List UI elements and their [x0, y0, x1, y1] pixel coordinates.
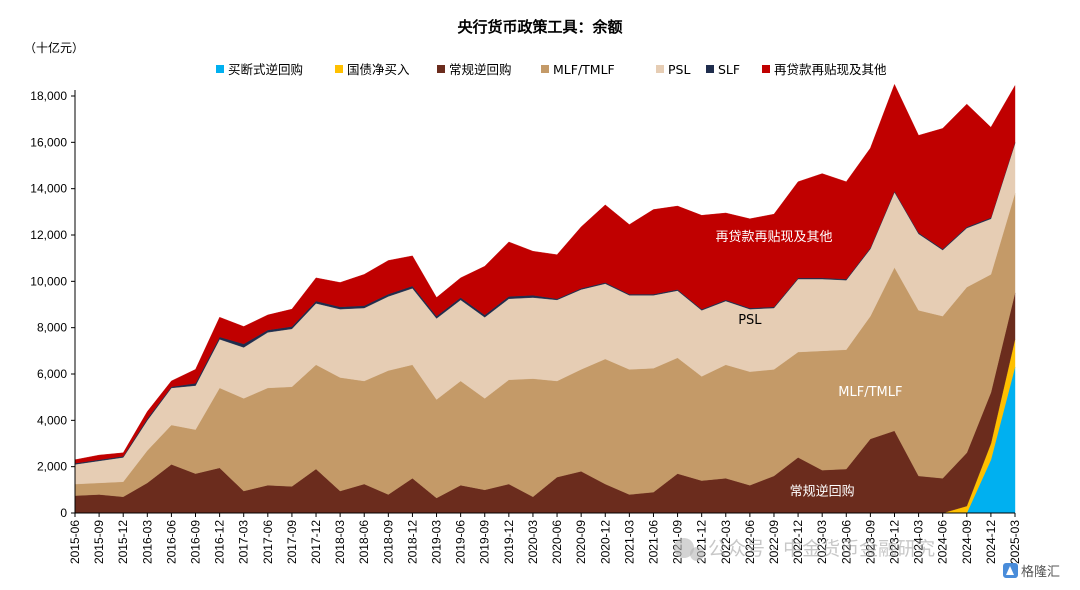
x-tick-label: 2017-09	[285, 520, 299, 564]
legend-swatch	[437, 65, 445, 73]
x-tick-label: 2024-03	[912, 520, 926, 564]
x-tick-label: 2025-03	[1008, 520, 1022, 564]
y-tick-label: 2,000	[37, 460, 67, 474]
legend-item-4: PSL	[656, 62, 690, 77]
y-tick-label: 0	[60, 506, 67, 520]
y-tick-label: 12,000	[30, 228, 67, 242]
annotation-label-0: 再贷款再贴现及其他	[715, 230, 832, 245]
legend-label: 买断式逆回购	[228, 62, 303, 77]
area-series-group	[74, 83, 1016, 514]
y-tick-label: 4,000	[37, 413, 67, 427]
y-tick-label: 8,000	[37, 321, 67, 335]
x-tick-label: 2022-09	[767, 520, 781, 564]
y-tick-label: 16,000	[30, 135, 67, 149]
x-tick-label: 2017-06	[261, 520, 275, 564]
x-tick-label: 2022-06	[743, 520, 757, 564]
x-tick-label: 2018-06	[357, 520, 371, 564]
annotation-label-3: 常规逆回购	[790, 484, 855, 500]
legend: 买断式逆回购 国债净买入 常规逆回购 MLF/TMLF PSL SLF 再贷款再贴现及其他	[216, 62, 887, 77]
area-series-6	[74, 83, 1016, 464]
source-logo-text: 格隆汇	[1021, 564, 1060, 580]
x-tick-label: 2015-06	[68, 520, 82, 564]
x-tick-label: 2019-06	[454, 520, 468, 564]
watermark-text: 公众号 · 中金货币金融研究	[708, 538, 935, 560]
chart-title: 央行货币政策工具：余额	[457, 18, 622, 36]
x-tick-label: 2018-03	[333, 520, 347, 564]
x-tick-label: 2015-12	[116, 520, 130, 564]
legend-item-6: 再贷款再贴现及其他	[762, 62, 887, 77]
legend-label: 国债净买入	[347, 62, 410, 77]
x-tick-label: 2021-03	[622, 520, 636, 564]
legend-item-3: MLF/TMLF	[541, 62, 615, 77]
x-tick-label: 2020-03	[526, 520, 540, 564]
legend-item-1: 国债净买入	[335, 62, 410, 77]
x-tick-label: 2024-06	[936, 520, 950, 564]
x-tick-label: 2020-06	[550, 520, 564, 564]
legend-swatch	[335, 65, 343, 73]
x-tick-label: 2020-12	[598, 520, 612, 564]
legend-item-0: 买断式逆回购	[216, 62, 303, 77]
x-tick-label: 2023-03	[815, 520, 829, 564]
wechat-icon	[674, 538, 704, 561]
y-tick-label: 14,000	[30, 182, 67, 196]
x-tick-label: 2019-09	[478, 520, 492, 564]
x-tick-label: 2016-12	[213, 520, 227, 564]
legend-swatch	[706, 65, 714, 73]
legend-item-2: 常规逆回购	[437, 62, 512, 77]
x-tick-label: 2023-09	[863, 520, 877, 564]
x-tick-label: 2022-03	[719, 520, 733, 564]
x-tick-label: 2018-09	[381, 520, 395, 564]
legend-label: PSL	[668, 62, 690, 77]
x-tick-label: 2017-03	[237, 520, 251, 564]
x-tick-label: 2018-12	[405, 520, 419, 564]
x-tick-label: 2023-12	[887, 520, 901, 564]
x-tick-label: 2016-03	[140, 520, 154, 564]
legend-swatch	[216, 65, 224, 73]
legend-swatch	[762, 65, 770, 73]
axes-group: 0 2,000 4,000 6,000 8,000 10,000 12,000 14,000 1…	[30, 89, 1022, 564]
x-tick-label: 2017-12	[309, 520, 323, 564]
x-tick-label: 2016-06	[164, 520, 178, 564]
y-axis-unit-label: （十亿元）	[24, 40, 84, 55]
annotation-group: 再贷款再贴现及其他 PSL MLF/TMLF 常规逆回购	[715, 230, 902, 500]
x-tick-label: 2022-12	[791, 520, 805, 564]
legend-label: MLF/TMLF	[553, 62, 615, 77]
annotation-label-1: PSL	[738, 313, 762, 328]
y-tick-label: 18,000	[30, 89, 67, 103]
x-tick-label: 2019-03	[430, 520, 444, 564]
x-tick-label: 2019-12	[502, 520, 516, 564]
annotation-label-2: MLF/TMLF	[838, 385, 902, 400]
x-tick-label: 2024-12	[984, 520, 998, 564]
legend-swatch	[656, 65, 664, 73]
y-tick-label: 10,000	[30, 274, 67, 288]
legend-label: 常规逆回购	[449, 62, 512, 77]
legend-swatch	[541, 65, 549, 73]
source-logo-icon	[1003, 563, 1018, 578]
x-tick-label: 2021-06	[646, 520, 660, 564]
x-tick-label: 2020-09	[574, 520, 588, 564]
y-tick-label: 6,000	[37, 367, 67, 381]
watermark: 公众号 · 中金货币金融研究 格隆汇	[674, 538, 1060, 580]
x-tick-label: 2015-09	[92, 520, 106, 564]
legend-item-5: SLF	[706, 62, 740, 77]
legend-label: 再贷款再贴现及其他	[774, 62, 887, 77]
x-tick-label: 2023-06	[839, 520, 853, 564]
x-tick-label: 2016-09	[189, 520, 203, 564]
x-tick-label: 2024-09	[960, 520, 974, 564]
legend-label: SLF	[718, 62, 740, 77]
